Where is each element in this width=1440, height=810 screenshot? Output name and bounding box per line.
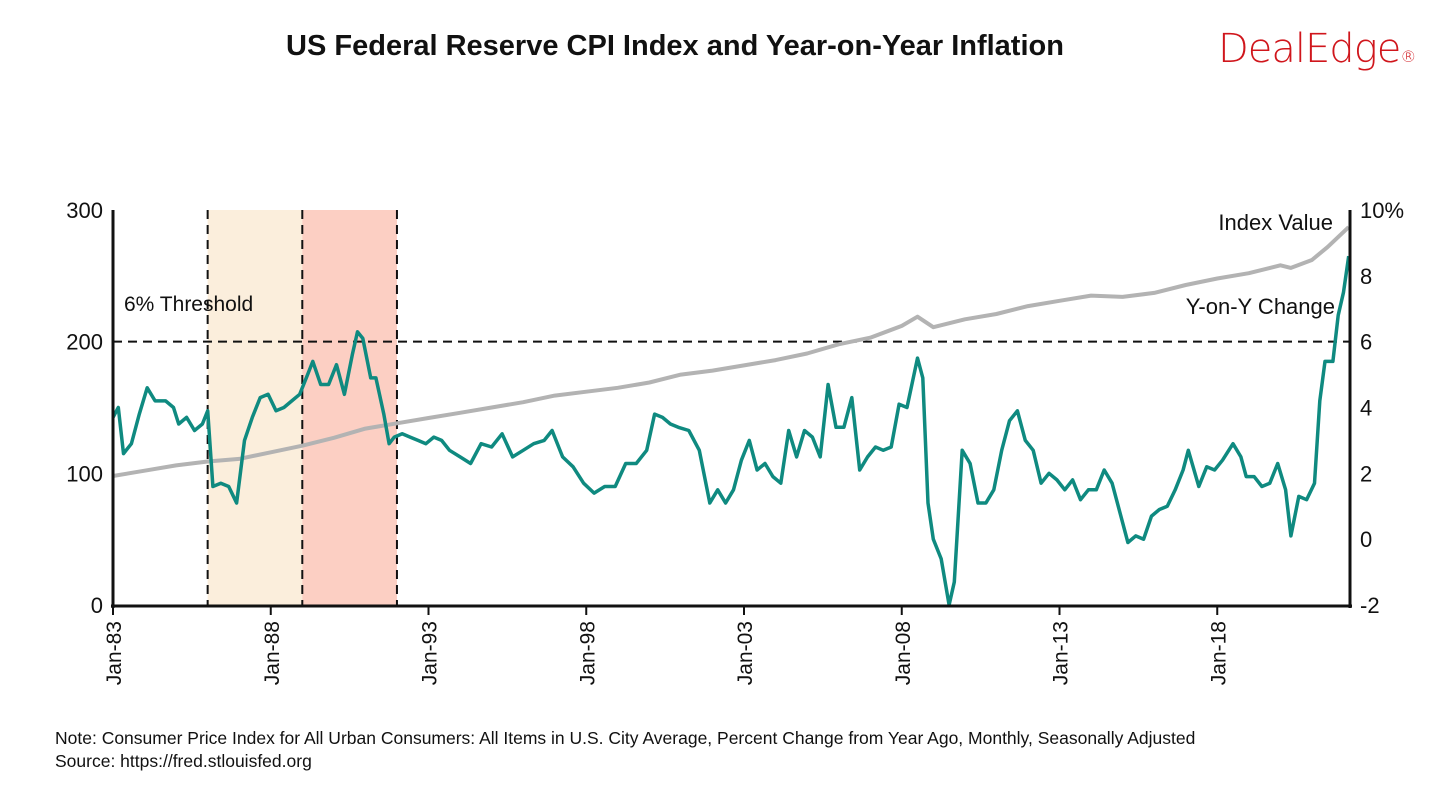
dealedge-logo: DealEdge® [1218, 26, 1416, 72]
left-tick-label: 0 [91, 593, 103, 618]
series-line-yoy-change [111, 255, 1351, 607]
chart-note: Note: Consumer Price Index for All Urban… [55, 727, 1355, 773]
right-tick-label: 2 [1360, 461, 1372, 486]
right-tick-label: 4 [1360, 396, 1372, 421]
x-tick-label: Jan-98 [576, 621, 599, 685]
x-tick-label: Jan-08 [892, 621, 915, 685]
right-tick-label: 8 [1360, 264, 1372, 289]
x-tick-label: Jan-88 [261, 621, 284, 685]
left-tick-label: 100 [66, 461, 103, 486]
x-tick-label: Jan-83 [103, 621, 126, 685]
legend-yoy-change: Y-on-Y Change [1186, 294, 1335, 319]
legend-index-value: Index Value [1218, 210, 1333, 235]
chart-title: US Federal Reserve CPI Index and Year-on… [286, 30, 1064, 62]
right-tick-label: 10% [1360, 198, 1404, 223]
right-tick-label: 6 [1360, 330, 1372, 355]
right-tick-label: -2 [1360, 593, 1380, 618]
series-line-index-value [112, 225, 1351, 478]
x-tick-label: Jan-93 [419, 621, 442, 685]
logo-registered-mark: ® [1400, 47, 1416, 66]
x-tick-label: Jan-13 [1050, 621, 1073, 685]
x-tick-label: Jan-18 [1207, 621, 1230, 685]
note-text: Note: Consumer Price Index for All Urban… [55, 728, 1196, 748]
threshold-label: 6% Threshold [124, 293, 253, 316]
left-tick-label: 200 [66, 330, 103, 355]
x-tick-label: Jan-03 [734, 621, 757, 685]
logo-text: DealEdge [1218, 26, 1401, 72]
source-text: Source: https://fred.stlouisfed.org [55, 751, 312, 771]
left-tick-label: 300 [66, 198, 103, 223]
right-tick-label: 0 [1360, 527, 1372, 552]
